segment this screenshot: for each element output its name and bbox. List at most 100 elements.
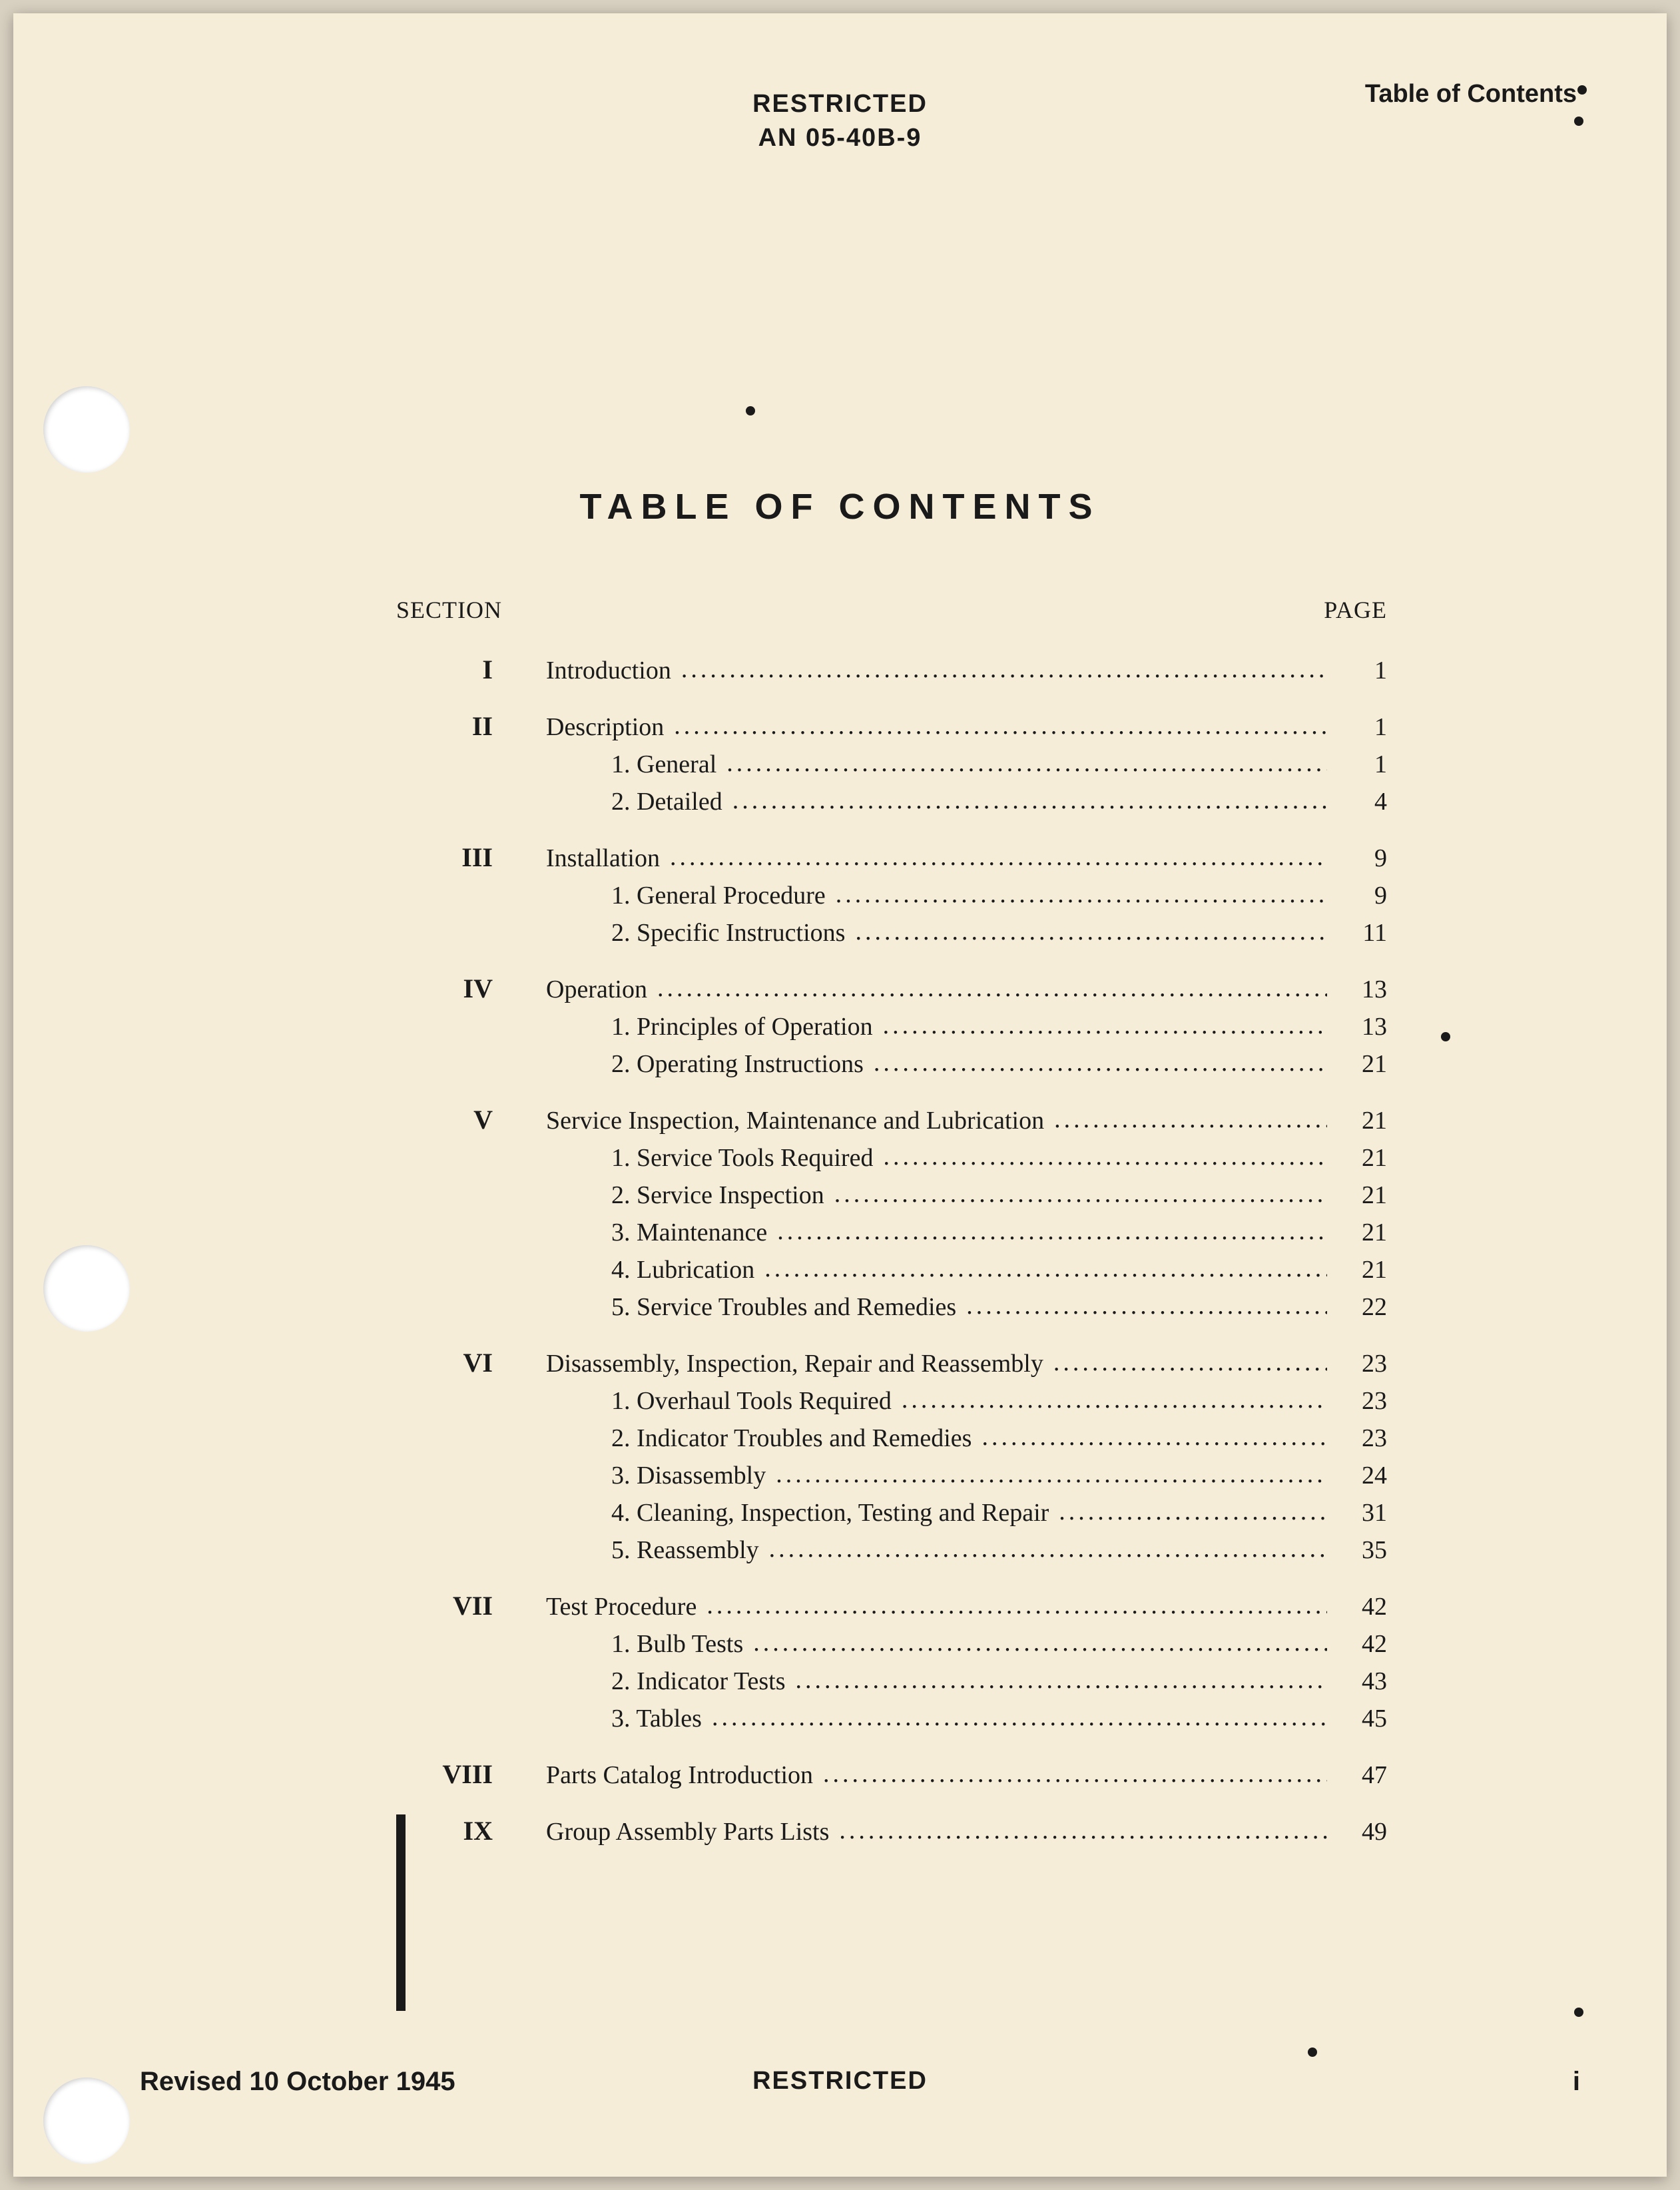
- section-title: Service Inspection, Maintenance and Lubr…: [546, 1106, 1044, 1135]
- section-column-header: SECTION: [396, 596, 502, 624]
- toc-entry: IVOperation13: [396, 973, 1387, 1004]
- table-of-contents: SECTION PAGE I Introduction 1 II Description…: [396, 596, 1387, 1872]
- sub-entry-title: 5. Service Troubles and Remedies: [611, 1292, 956, 1322]
- leader-dots: [753, 1628, 1327, 1657]
- section-number: II: [396, 710, 493, 742]
- leader-dots: [769, 1534, 1327, 1563]
- toc-sub-entry: 3. Tables 45: [396, 1704, 1387, 1733]
- toc-sub-entry: 3. Maintenance 21: [396, 1218, 1387, 1247]
- toc-entry: IIntroduction1: [396, 654, 1387, 685]
- toc-sub-entry: 2. Service Inspection21: [396, 1181, 1387, 1210]
- section-title: Parts Catalog Introduction: [546, 1761, 813, 1790]
- toc-sub-entry: 5. Reassembly 35: [396, 1535, 1387, 1565]
- entry-page-number: 21: [1337, 1049, 1387, 1079]
- entry-page-number: 1: [1337, 712, 1387, 742]
- section-number: III: [396, 842, 493, 873]
- sub-entry-title: 2. Specific Instructions: [611, 918, 845, 948]
- toc-sub-entry: 4. Cleaning, Inspection, Testing and Rep…: [396, 1498, 1387, 1527]
- toc-sub-entry: 4. Lubrication 21: [396, 1255, 1387, 1284]
- sub-entry-title: 4. Cleaning, Inspection, Testing and Rep…: [611, 1498, 1049, 1527]
- print-mark: [746, 406, 755, 415]
- entry-page-number: 23: [1337, 1386, 1387, 1416]
- toc-sub-entry: 1. General1: [396, 750, 1387, 779]
- entry-page-number: 42: [1337, 1592, 1387, 1621]
- page-title: TABLE OF CONTENTS: [13, 486, 1667, 527]
- entry-page-number: 9: [1337, 881, 1387, 910]
- classification-footer: RESTRICTED: [752, 2067, 928, 2095]
- punch-hole: [43, 386, 130, 473]
- section-number: VI: [396, 1347, 493, 1378]
- sub-entry-title: 2. Operating Instructions: [611, 1049, 864, 1079]
- toc-sub-entry: 1. General Procedure 9: [396, 881, 1387, 910]
- leader-dots: [796, 1665, 1327, 1695]
- toc-section: IXGroup Assembly Parts Lists49: [396, 1815, 1387, 1846]
- page-column-header: PAGE: [1324, 596, 1387, 624]
- section-number: I: [396, 654, 493, 685]
- entry-page-number: 11: [1337, 918, 1387, 948]
- entry-page-number: 42: [1337, 1629, 1387, 1659]
- toc-section: VIITest Procedure421. Bulb Tests422. Ind…: [396, 1590, 1387, 1733]
- entry-page-number: 13: [1337, 975, 1387, 1004]
- section-number: IV: [396, 973, 493, 1004]
- leader-dots: [839, 1816, 1327, 1845]
- toc-sub-entry: 1. Bulb Tests 42: [396, 1629, 1387, 1659]
- toc-sub-entry: 3. Disassembly24: [396, 1461, 1387, 1490]
- header-toc-label: Table of Contents: [1365, 80, 1577, 109]
- entry-page-number: 49: [1337, 1817, 1387, 1846]
- leader-dots: [776, 1460, 1327, 1489]
- leader-dots: [966, 1291, 1327, 1320]
- toc-entry: VIIIParts Catalog Introduction47: [396, 1759, 1387, 1790]
- print-mark: [1441, 1032, 1450, 1041]
- sub-entry-title: 3. Maintenance: [611, 1218, 767, 1247]
- sub-entry-title: 1. Bulb Tests: [611, 1629, 743, 1659]
- entry-page-number: 21: [1337, 1143, 1387, 1173]
- toc-sub-entry: 2. Indicator Troubles and Remedies23: [396, 1424, 1387, 1453]
- entry-page-number: 21: [1337, 1218, 1387, 1247]
- leader-dots: [823, 1759, 1327, 1788]
- sub-entry-title: 1. General Procedure: [611, 881, 826, 910]
- leader-dots: [764, 1254, 1327, 1283]
- page-number: i: [1573, 2067, 1580, 2097]
- leader-dots: [712, 1703, 1327, 1732]
- leader-dots: [836, 880, 1327, 909]
- leader-dots: [883, 1142, 1327, 1171]
- toc-sub-entry: 5. Service Troubles and Remedies22: [396, 1292, 1387, 1322]
- toc-sub-entry: 1. Principles of Operation13: [396, 1012, 1387, 1041]
- revision-bar: [396, 1814, 406, 2011]
- entry-page-number: 35: [1337, 1535, 1387, 1565]
- toc-sub-entry: 1. Service Tools Required 21: [396, 1143, 1387, 1173]
- section-title: Introduction: [546, 656, 671, 685]
- toc-entry: IIIInstallation9: [396, 842, 1387, 873]
- leader-dots: [732, 786, 1327, 815]
- section-number: VIII: [396, 1759, 493, 1790]
- entry-page-number: 4: [1337, 787, 1387, 816]
- leader-dots: [883, 1011, 1327, 1040]
- print-mark: [1308, 2048, 1317, 2057]
- leader-dots: [902, 1385, 1327, 1414]
- entry-page-number: 21: [1337, 1255, 1387, 1284]
- sub-entry-title: 4. Lubrication: [611, 1255, 754, 1284]
- leader-dots: [874, 1048, 1327, 1077]
- section-title: Installation: [546, 844, 660, 873]
- sub-entry-title: 5. Reassembly: [611, 1535, 759, 1565]
- leader-dots: [1054, 1105, 1327, 1134]
- sub-entry-title: 1. Principles of Operation: [611, 1012, 873, 1041]
- toc-section: VIIIParts Catalog Introduction47: [396, 1759, 1387, 1790]
- sub-entry-title: 3. Disassembly: [611, 1461, 766, 1490]
- leader-dots: [657, 973, 1327, 1003]
- section-title: Test Procedure: [546, 1592, 697, 1621]
- sub-entry-title: 1. Service Tools Required: [611, 1143, 873, 1173]
- section-title: Description: [546, 712, 664, 742]
- toc-sub-entry: 1. Overhaul Tools Required23: [396, 1386, 1387, 1416]
- section-number: IX: [396, 1815, 493, 1846]
- entry-page-number: 45: [1337, 1704, 1387, 1733]
- sub-entry-title: 2. Indicator Tests: [611, 1667, 786, 1696]
- document-number: AN 05-40B-9: [13, 124, 1667, 152]
- leader-dots: [706, 1591, 1327, 1620]
- toc-entry: II Description 1: [396, 710, 1387, 742]
- toc-section: VIDisassembly, Inspection, Repair and Re…: [396, 1347, 1387, 1565]
- sub-entry-title: 3. Tables: [611, 1704, 702, 1733]
- revision-date: Revised 10 October 1945: [140, 2067, 455, 2097]
- punch-hole: [43, 1245, 130, 1332]
- leader-dots: [777, 1217, 1327, 1246]
